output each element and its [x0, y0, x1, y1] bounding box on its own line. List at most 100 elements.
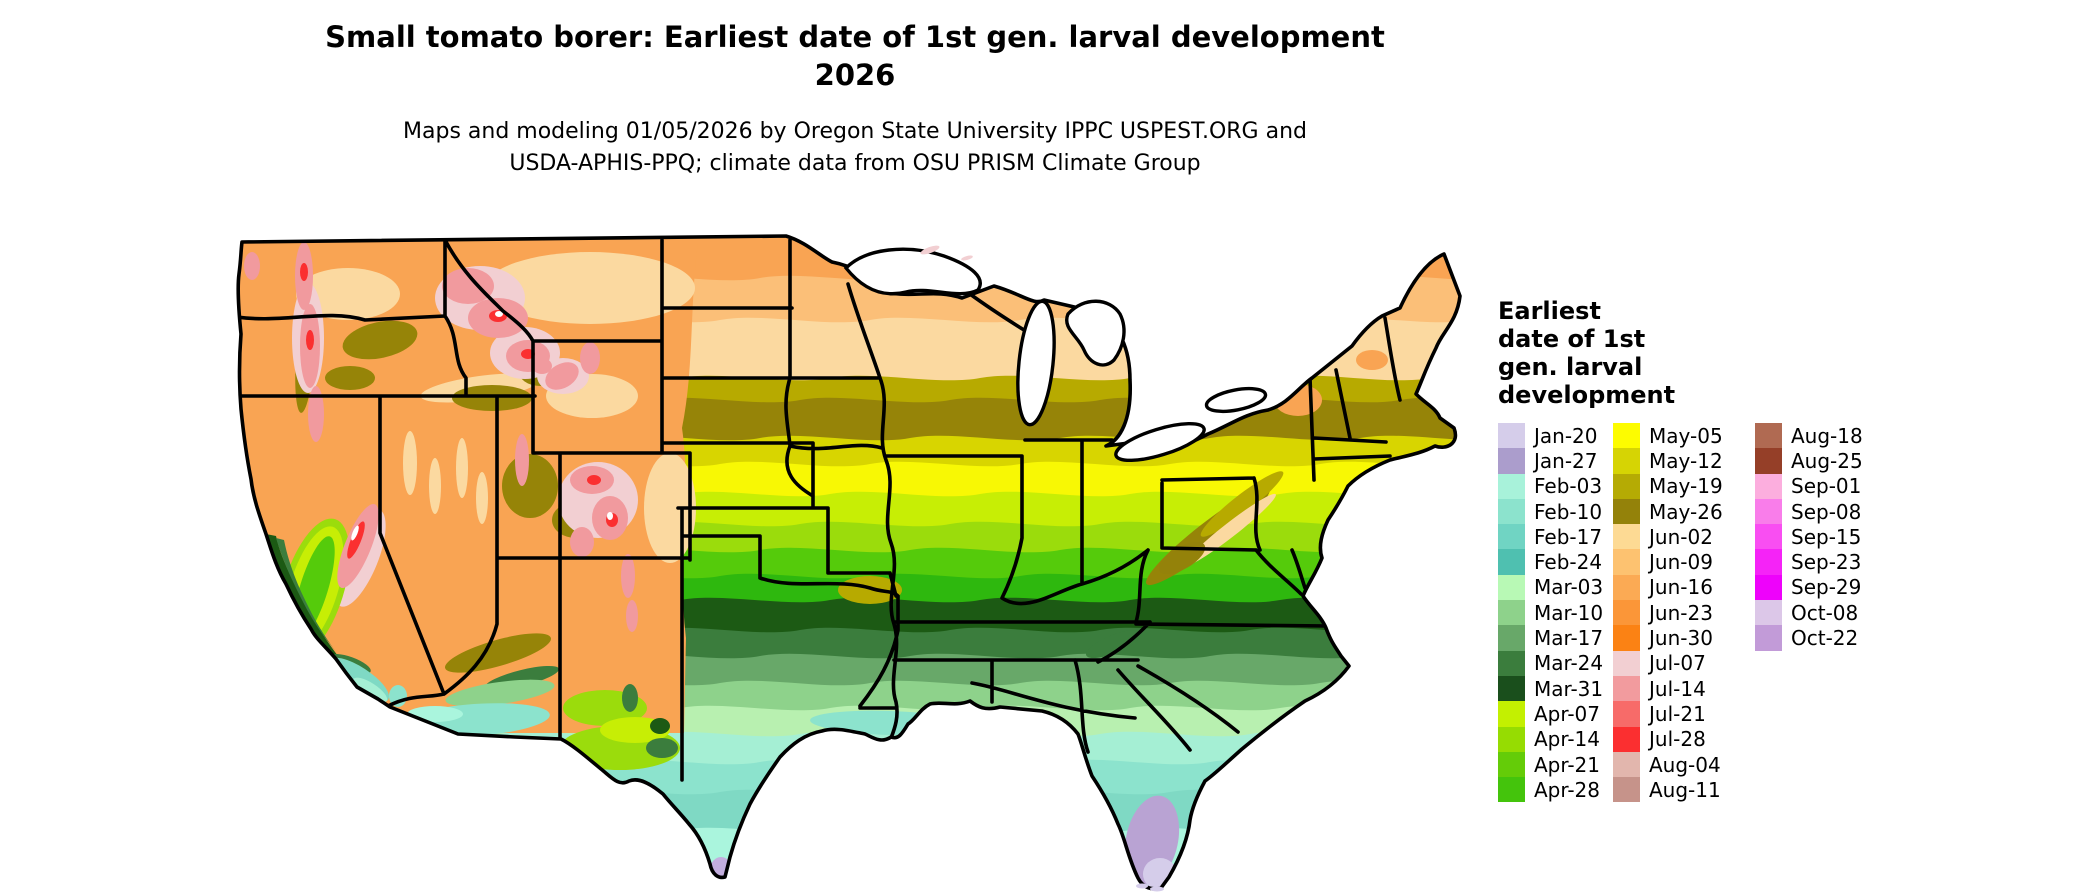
legend-label: Apr-21	[1534, 752, 1600, 777]
legend-swatch	[1613, 549, 1640, 575]
legend-row: Jun-30	[1613, 625, 1723, 651]
legend-row: Sep-23	[1755, 549, 1863, 575]
legend-label: Jun-30	[1649, 626, 1713, 651]
legend-label: Jun-23	[1649, 600, 1713, 625]
legend-row: Sep-29	[1755, 574, 1863, 601]
legend-row: Jul-14	[1613, 675, 1723, 702]
legend-swatch	[1755, 600, 1782, 626]
legend-row: Aug-04	[1613, 751, 1723, 778]
legend-label: Mar-10	[1534, 600, 1604, 625]
legend-swatch	[1755, 524, 1782, 550]
legend-swatch	[1498, 701, 1525, 727]
legend-swatch	[1498, 524, 1525, 550]
legend-row: Mar-17	[1498, 625, 1604, 651]
page-title: Small tomato borer: Earliest date of 1st…	[325, 20, 1385, 54]
legend-row: Apr-21	[1498, 751, 1603, 778]
legend-row: Mar-10	[1498, 600, 1604, 626]
legend-label: Jul-28	[1649, 727, 1706, 752]
legend-swatch	[1498, 448, 1525, 474]
legend-swatch	[1755, 549, 1782, 575]
legend-label: May-05	[1649, 423, 1723, 448]
legend-row: Jan-20	[1498, 423, 1603, 449]
lake-superior	[843, 247, 982, 296]
legend-swatch	[1755, 625, 1782, 651]
legend-label: Mar-17	[1534, 626, 1604, 651]
legend-swatch	[1613, 524, 1640, 550]
legend-label: Aug-25	[1791, 448, 1863, 473]
legend-swatch	[1498, 498, 1525, 525]
legend-swatch	[1755, 423, 1782, 449]
legend-swatch	[1498, 549, 1525, 575]
legend-row: Jul-07	[1613, 650, 1723, 676]
legend-label: Aug-18	[1791, 423, 1863, 448]
legend-row: Mar-03	[1498, 574, 1604, 601]
legend-swatch	[1613, 701, 1640, 727]
legend-swatch	[1498, 777, 1525, 803]
legend-swatch	[1498, 423, 1525, 449]
legend-row: Feb-17	[1498, 524, 1603, 550]
legend-label: May-26	[1649, 499, 1723, 524]
map-band	[238, 789, 1460, 889]
legend-label: Mar-03	[1534, 575, 1604, 600]
legend-row: Aug-18	[1755, 423, 1863, 449]
legend-label: Feb-17	[1534, 524, 1603, 549]
legend-title: Earliest date of 1st gen. larval developmen…	[1498, 297, 1898, 409]
state-borders	[238, 238, 1402, 782]
legend-swatch	[1755, 473, 1782, 499]
legend-label: Sep-01	[1791, 474, 1862, 499]
legend-swatch	[1613, 751, 1640, 778]
legend-swatch	[1498, 650, 1525, 676]
legend-swatch	[1498, 751, 1525, 778]
legend-label: Feb-03	[1534, 474, 1603, 499]
legend-swatch	[1613, 473, 1640, 499]
legend-label: Jun-02	[1649, 524, 1713, 549]
legend-row: Jan-27	[1498, 448, 1603, 474]
legend-label: Oct-08	[1791, 600, 1859, 625]
map-band	[238, 759, 1460, 889]
legend-swatch	[1498, 473, 1525, 499]
legend-row: Jul-21	[1613, 701, 1723, 727]
legend-swatch	[1613, 498, 1640, 525]
legend-label: May-19	[1649, 474, 1723, 499]
legend-row: Jun-02	[1613, 524, 1723, 550]
legend-label: Sep-23	[1791, 550, 1862, 575]
legend-swatch	[1613, 574, 1640, 601]
legend-label: Apr-14	[1534, 727, 1600, 752]
legend-row: Oct-22	[1755, 625, 1863, 651]
legend-label: Mar-24	[1534, 651, 1604, 676]
legend-swatch	[1613, 650, 1640, 676]
legend-label: Jul-07	[1649, 651, 1706, 676]
legend-row: Feb-03	[1498, 473, 1603, 499]
legend-column-3: Aug-18 Aug-25 Sep-01 Sep-08 Sep-15 Sep-23 Sep-…	[1755, 423, 1863, 651]
us-map	[230, 228, 1470, 892]
legend-row: May-19	[1613, 473, 1723, 499]
legend-label: Oct-22	[1791, 626, 1859, 651]
subtitle-line-2: USDA-APHIS-PPQ; climate data from OSU PR…	[509, 151, 1201, 176]
legend-label: Jun-16	[1649, 575, 1713, 600]
map-band	[238, 865, 1460, 889]
legend-row: Sep-15	[1755, 524, 1863, 550]
legend-label: Sep-08	[1791, 499, 1862, 524]
legend-swatch	[1498, 675, 1525, 702]
west-terrain	[238, 236, 702, 770]
legend-label: Aug-04	[1649, 752, 1721, 777]
legend-row: Oct-08	[1755, 600, 1863, 626]
legend-row: Jun-16	[1613, 574, 1723, 601]
legend-swatch	[1498, 600, 1525, 626]
subtitle: Maps and modeling 01/05/2026 by Oregon S…	[255, 116, 1455, 180]
page-title-year: 2026	[814, 58, 896, 92]
legend-label: May-12	[1649, 448, 1723, 473]
great-lakes	[843, 247, 1268, 463]
legend-title-line: date of 1st	[1498, 325, 1646, 353]
legend-column-1: Jan-20 Jan-27 Feb-03 Feb-10 Feb-17 Feb-24 Mar-…	[1498, 423, 1604, 803]
us-map-svg	[236, 234, 1462, 892]
legend-swatch	[1613, 625, 1640, 651]
legend: Earliest date of 1st gen. larval developmen…	[1498, 297, 1898, 803]
legend-row: May-12	[1613, 448, 1723, 474]
legend-swatch	[1613, 726, 1640, 752]
map-band	[238, 705, 1460, 889]
legend-label: Apr-07	[1534, 701, 1600, 726]
map-band	[238, 827, 1460, 889]
legend-swatch	[1613, 675, 1640, 702]
legend-row: Aug-11	[1613, 777, 1723, 803]
